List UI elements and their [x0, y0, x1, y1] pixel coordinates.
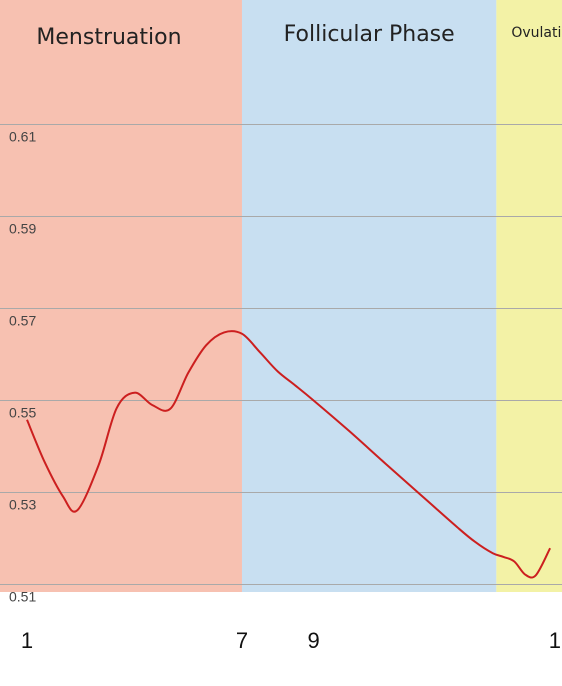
phase-label-2: Ovulati [511, 25, 561, 41]
phase-band-1 [241, 0, 497, 592]
phase-bands [0, 0, 562, 592]
x-tick-label: 1 [21, 628, 33, 653]
y-tick-label: 0.59 [9, 221, 36, 237]
y-tick-label: 0.61 [9, 129, 36, 145]
series-line [26, 330, 551, 579]
phase-band-2 [496, 0, 562, 592]
phase-label-1: Follicular Phase [284, 22, 455, 47]
x-tick-label: 9 [308, 628, 320, 653]
y-tick-label: 0.53 [9, 497, 36, 513]
x-tick-label: 7 [236, 628, 248, 653]
y-axis-ticks: 0.51 0.53 0.55 0.57 0.59 0.61 [9, 129, 36, 605]
grid-lines [0, 124, 562, 585]
phase-band-0 [0, 0, 242, 592]
x-tick-label: 1 [549, 628, 561, 653]
phase-labels: Menstruation Follicular Phase Ovulati [36, 22, 561, 50]
y-tick-label: 0.57 [9, 313, 36, 329]
y-tick-label: 0.55 [9, 405, 36, 421]
phase-label-0: Menstruation [36, 25, 181, 50]
y-tick-label: 0.51 [9, 589, 36, 605]
